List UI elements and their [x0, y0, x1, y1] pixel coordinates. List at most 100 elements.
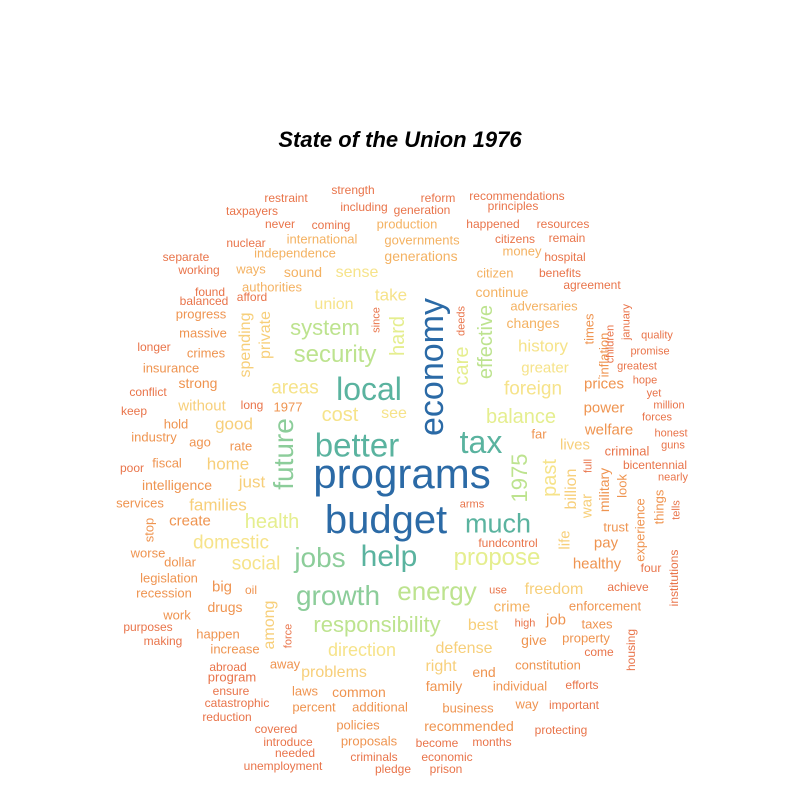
word-additional: additional [352, 699, 408, 715]
word-become: become [415, 736, 459, 750]
word-take: take [374, 285, 408, 305]
word-war: war [578, 493, 596, 519]
word-hope: hope [632, 374, 658, 387]
word-security: security [293, 341, 377, 368]
word-guns: guns [661, 439, 685, 452]
word-quality: quality [641, 329, 673, 342]
word-history: history [517, 336, 569, 356]
word-recommended: recommended [424, 718, 514, 734]
word-big: big [211, 578, 233, 596]
word-crime: crime [493, 598, 531, 616]
word-energy: energy [397, 576, 477, 606]
word-fiscal: fiscal [152, 455, 182, 471]
word-happened: happened [466, 217, 520, 231]
word-conflict: conflict [129, 385, 167, 399]
word-intelligence: intelligence [141, 477, 213, 493]
word-dollar: dollar [164, 554, 196, 570]
word-property: property [562, 630, 610, 646]
word-hold: hold [163, 416, 189, 432]
word-making: making [143, 634, 183, 648]
word-separate: separate [162, 250, 210, 264]
word-massive: massive [179, 325, 227, 341]
word-among: among [261, 600, 278, 650]
word-things: things [651, 489, 667, 525]
word-citizens: citizens [494, 232, 536, 246]
word-forces: forces [642, 411, 672, 424]
word-ago: ago [189, 434, 211, 450]
word-areas: areas [271, 377, 319, 399]
word-experience: experience [632, 498, 648, 562]
word-1977: 1977 [273, 399, 303, 415]
word-system: system [290, 315, 360, 340]
word-january: january [620, 303, 633, 341]
word-local: local [336, 371, 402, 407]
word-yet: yet [646, 387, 662, 400]
word-proposals: proposals [340, 733, 398, 749]
word-longer: longer [137, 340, 171, 354]
word-jobs: jobs [294, 542, 346, 573]
word-good: good [215, 414, 253, 434]
figure-title: State of the Union 1976 [278, 127, 522, 152]
word-taxpayers: taxpayers [225, 204, 279, 218]
word-look: look [614, 474, 630, 498]
word-four: four [640, 561, 662, 575]
word-times: times [581, 313, 597, 345]
word-cost: cost [321, 404, 359, 426]
word-remain: remain [548, 231, 586, 245]
word-welfare: welfare [584, 421, 634, 439]
word-power: power [583, 399, 625, 417]
word-healthy: healthy [572, 555, 622, 573]
word-1975: 1975 [507, 453, 532, 503]
word-months: months [472, 735, 512, 749]
word-crimes: crimes [186, 345, 226, 361]
word-work: work [163, 607, 191, 623]
word-life: life [556, 530, 574, 550]
word-family: family [425, 678, 463, 694]
word-hospital: hospital [544, 250, 586, 264]
word-drugs: drugs [207, 599, 243, 615]
word-better: better [314, 426, 400, 464]
word-come: come [584, 645, 614, 659]
word-found: found [194, 285, 226, 299]
word-continue: continue [475, 284, 529, 300]
word-coming: coming [311, 218, 351, 232]
word-balance: balance [485, 406, 557, 428]
word-end: end [472, 664, 496, 680]
word-poor: poor [119, 461, 145, 475]
word-protecting: protecting [534, 723, 588, 737]
word-recession: recession [136, 585, 192, 601]
word-trust: trust [603, 519, 629, 535]
word-achieve: achieve [607, 580, 649, 594]
word-much: much [464, 508, 532, 539]
word-working: working [178, 263, 220, 277]
word-international: international [286, 231, 358, 247]
word-greatest: greatest [617, 360, 657, 373]
word-million: million [653, 399, 685, 412]
word-job: job [545, 611, 567, 629]
word-insurance: insurance [142, 360, 200, 376]
word-defense: defense [435, 640, 493, 657]
word-promise: promise [630, 345, 670, 358]
word-money: money [502, 243, 542, 259]
word-sense: sense [335, 264, 379, 281]
word-lives: lives [559, 436, 591, 454]
word-foreign: foreign [503, 378, 563, 400]
word-hard: hard [387, 315, 409, 357]
word-effective: effective [475, 304, 497, 380]
word-agreement: agreement [563, 278, 621, 292]
word-economic: economic [421, 750, 473, 764]
word-give: give [521, 632, 547, 648]
word-economy: economy [413, 298, 451, 436]
word-freedom: freedom [524, 581, 584, 598]
word-criminal: criminal [604, 443, 650, 459]
word-individual: individual [492, 678, 548, 694]
word-rate: rate [229, 438, 253, 454]
word-nuclear: nuclear [226, 236, 266, 250]
word-afford: afford [236, 290, 268, 304]
word-taxes: taxes [581, 616, 613, 632]
word-progress: progress [175, 306, 227, 322]
word-bicentennial: bicentennial [622, 458, 688, 472]
word-use: use [489, 584, 507, 597]
word-citizen: citizen [476, 265, 514, 281]
word-criminals: criminals [350, 750, 398, 764]
